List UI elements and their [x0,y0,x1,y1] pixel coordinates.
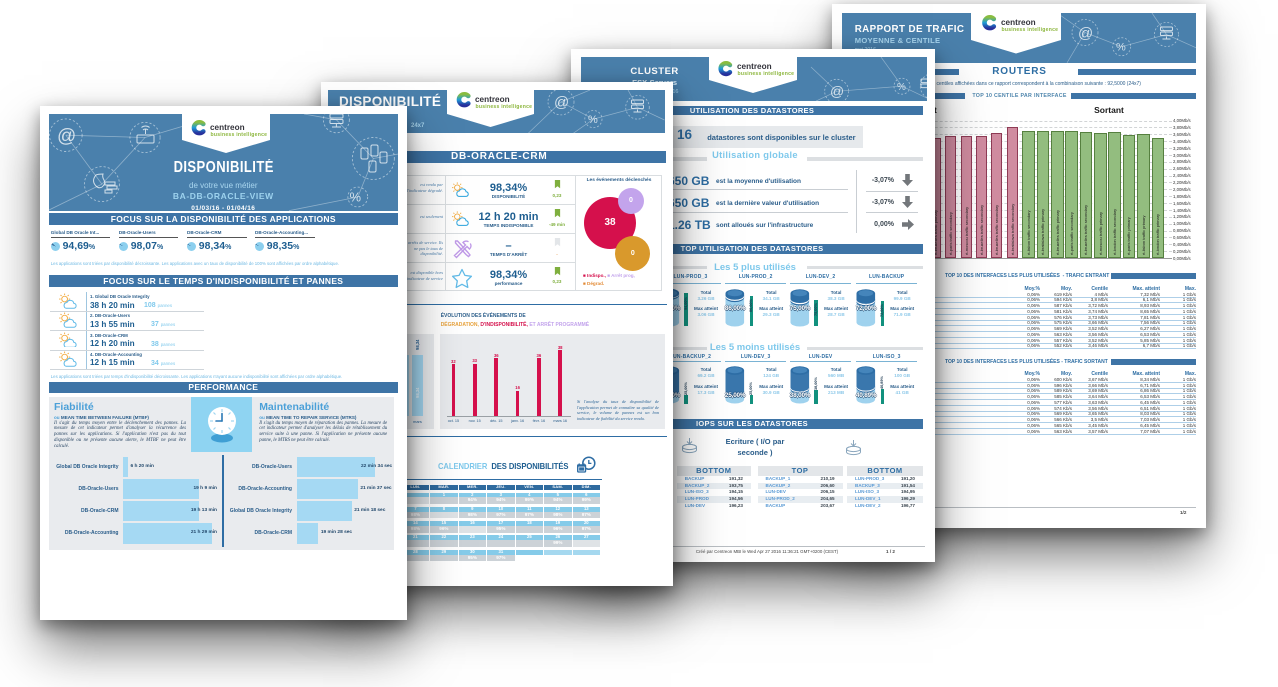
svg-text:centreon: centreon [1001,18,1036,27]
svg-text:@: @ [1078,25,1093,42]
svg-text:centreon: centreon [210,123,245,132]
svg-text:@: @ [554,94,569,111]
svg-text:centreon: centreon [737,62,772,71]
svg-text:business intelligence: business intelligence [210,132,267,138]
svg-text:business intelligence: business intelligence [1001,27,1058,33]
svg-text:@: @ [830,83,844,99]
svg-text:%: % [349,190,361,205]
svg-text:centreon: centreon [475,95,510,104]
svg-text:@: @ [57,126,76,147]
svg-text:business intelligence: business intelligence [476,104,533,110]
svg-text:%: % [897,82,906,93]
svg-text:%: % [1116,42,1126,54]
svg-text:%: % [588,114,598,126]
svg-text:business intelligence: business intelligence [737,71,794,77]
